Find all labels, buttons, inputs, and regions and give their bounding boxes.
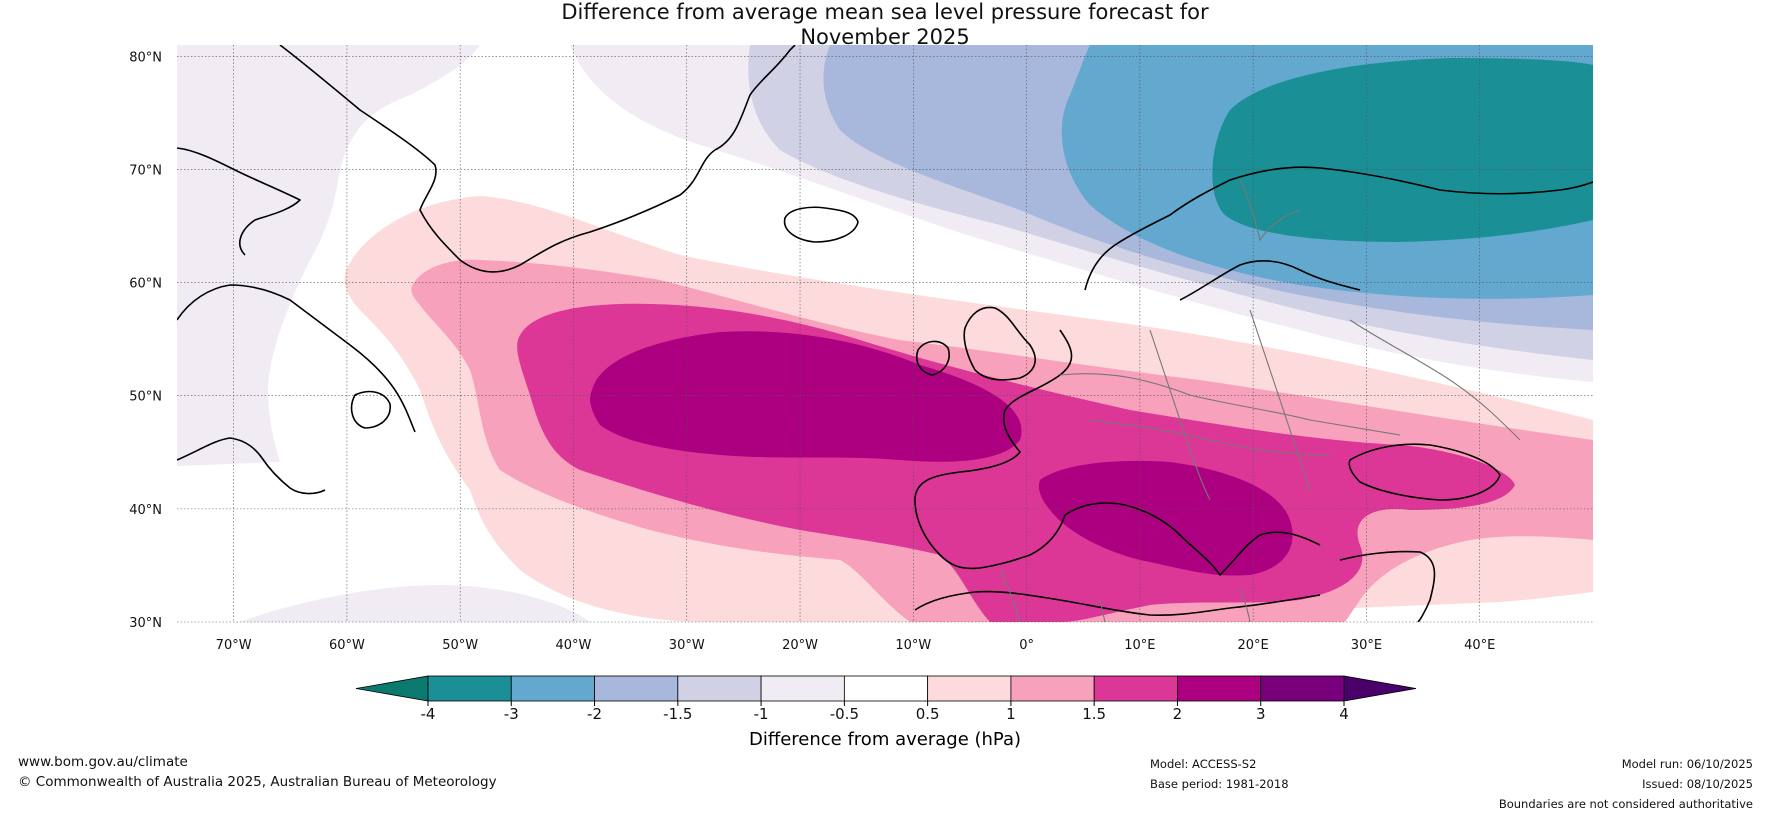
longitude-label: 10°W <box>895 638 931 653</box>
longitude-label: 30°W <box>669 638 705 653</box>
latitude-labels: 30°N 40°N 50°N 60°N 70°N 80°N <box>129 50 162 631</box>
colorbar-tick-label: 1.5 <box>1082 705 1106 723</box>
colorbar-segment <box>427 675 512 702</box>
colorbar-segment <box>927 675 1012 702</box>
border-scandinavia <box>1239 179 1301 242</box>
coastline-black-sea <box>1348 443 1501 501</box>
colorbar-segment <box>677 675 762 702</box>
colorbar-segment <box>760 675 845 702</box>
colorbar-extend-min <box>355 675 429 702</box>
colorbar-segment <box>1010 675 1095 702</box>
colorbar-tick-label: 4 <box>1339 705 1349 723</box>
chart-title: Difference from average mean sea level p… <box>0 0 1770 50</box>
coastline-north-africa <box>914 590 1321 616</box>
disclaimer-text: Boundaries are not considered authoritat… <box>1498 797 1753 811</box>
colorbar-segment <box>510 675 595 702</box>
coastline-greenland <box>279 45 796 273</box>
model-text: Model: ACCESS-S2 <box>1150 757 1257 771</box>
anomaly-band-west-negative <box>177 45 480 466</box>
longitude-label: 20°W <box>782 638 818 653</box>
coastline-iceland <box>783 206 859 243</box>
border-europe-4 <box>1249 309 1311 491</box>
colorbar: -4 -3 -2 -1.5 -1 -0.5 0.5 1 1.5 2 3 4 <box>355 675 1417 723</box>
coastline-newfoundland <box>350 390 391 429</box>
longitude-labels: 70°W 60°W 50°W 40°W 30°W 20°W 10°W 0° 10°E 20°E 30… <box>216 638 1496 653</box>
colorbar-tick-label: -3 <box>504 705 519 723</box>
colorbar-tick-label: -4 <box>421 705 436 723</box>
copyright-text: © Commonwealth of Australia 2025, Austra… <box>18 774 497 790</box>
coastline-north-america-east <box>177 437 326 495</box>
colorbar-tick-label: 0.5 <box>916 705 940 723</box>
border-europe-3 <box>1149 329 1211 501</box>
colorbar-tick-label: 3 <box>1256 705 1266 723</box>
colorbar-segment <box>1093 675 1178 702</box>
coastline-baltic <box>1179 260 1361 301</box>
colorbar-tick-label: 1 <box>1006 705 1016 723</box>
coastline-mediterranean-north <box>1029 502 1321 576</box>
longitude-label: 40°W <box>556 638 592 653</box>
longitude-label: 70°W <box>216 638 252 653</box>
colorbar-tick-label: -1.5 <box>663 705 692 723</box>
base-period-text: Base period: 1981-2018 <box>1150 777 1289 791</box>
longitude-label: 20°E <box>1238 638 1269 653</box>
latitude-label: 30°N <box>129 616 162 631</box>
colorbar-extend-max <box>1343 675 1417 702</box>
coastline-eastern-mediterranean <box>1339 550 1436 622</box>
latitude-label: 60°N <box>129 277 162 292</box>
coastline-british-isles <box>963 306 1036 381</box>
website-link[interactable]: www.bom.gov.au/climate <box>18 754 188 770</box>
border-europe-2 <box>1089 419 1331 456</box>
model-run-text: Model run: 06/10/2025 <box>1621 757 1753 771</box>
colorbar-tick-label: -1 <box>754 705 769 723</box>
latitude-label: 50°N <box>129 390 162 405</box>
colorbar-segment <box>1177 675 1262 702</box>
latitude-label: 40°N <box>129 503 162 518</box>
longitude-label: 0° <box>1019 638 1034 653</box>
latitude-label: 80°N <box>129 50 162 65</box>
colorbar-tick-label: 2 <box>1173 705 1183 723</box>
issued-text: Issued: 08/10/2025 <box>1642 777 1753 791</box>
anomaly-band-minus-3-to-minus-4 <box>1212 58 1593 242</box>
country-borders <box>999 179 1521 622</box>
longitude-label: 30°E <box>1351 638 1382 653</box>
map-graticule <box>177 45 1593 623</box>
colorbar-tick-label: -2 <box>587 705 602 723</box>
coastline-western-europe <box>914 329 1073 570</box>
colorbar-label: Difference from average (hPa) <box>749 729 1021 750</box>
longitude-label: 40°E <box>1464 638 1495 653</box>
title-line-1: Difference from average mean sea level p… <box>561 0 1209 24</box>
longitude-label: 50°W <box>442 638 478 653</box>
colorbar-segment <box>843 675 929 702</box>
colorbar-segment <box>1260 675 1345 702</box>
coastline-ireland <box>916 340 950 376</box>
border-africa <box>999 569 1251 622</box>
anomaly-band-southwest-negative <box>240 585 590 622</box>
map-plot-area <box>177 45 1593 622</box>
anomaly-band-2-to-3-mediterranean <box>1038 460 1293 576</box>
coastline-scandinavia <box>1084 166 1593 291</box>
anomaly-band-2-to-3 <box>590 331 1022 462</box>
colorbar-segment <box>594 675 679 702</box>
colorbar-tick-label: -0.5 <box>830 705 859 723</box>
coastlines <box>177 45 1593 622</box>
coastline-labrador <box>177 284 416 433</box>
longitude-label: 10°E <box>1124 638 1155 653</box>
coastline-canada-arctic <box>177 147 301 256</box>
latitude-label: 70°N <box>129 163 162 178</box>
border-europe-5 <box>1349 319 1521 441</box>
longitude-label: 60°W <box>329 638 365 653</box>
border-europe-1 <box>1059 373 1401 436</box>
